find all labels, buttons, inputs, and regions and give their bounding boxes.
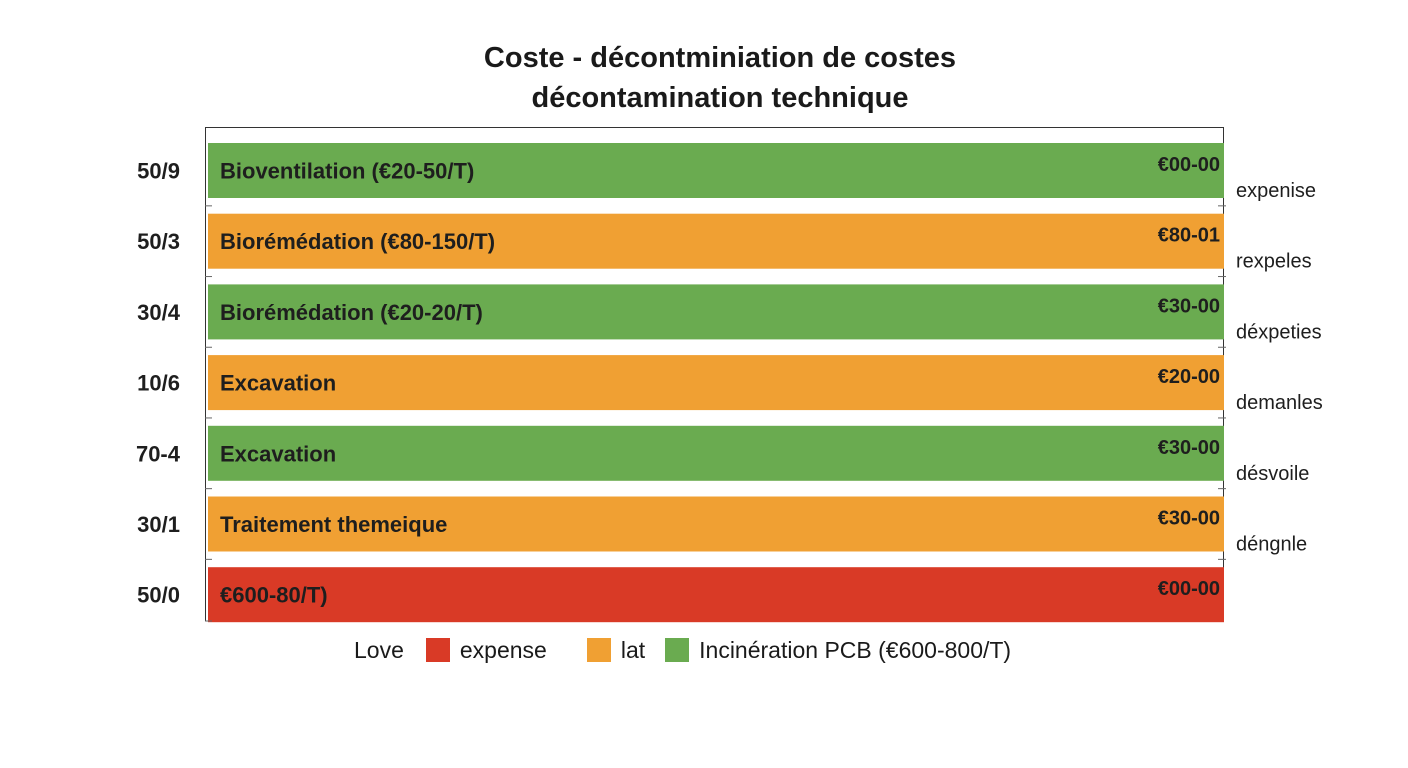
bar-label: Excavation [220, 371, 336, 396]
bar-label: €600-80/T) [220, 583, 328, 608]
row-right-label: expenise [1236, 180, 1316, 202]
row-right-label: déxpeties [1236, 321, 1322, 343]
bar [208, 355, 1224, 411]
chart-title: Coste - décontminiation de costes décont… [0, 38, 1408, 118]
bar-value-label: €30-00 [1158, 437, 1220, 459]
bar-value-label: €80-01 [1158, 225, 1220, 247]
row-left-label: 70-4 [136, 441, 181, 466]
bar-label: Biorémédation (€20-20/T) [220, 300, 483, 325]
bar-value-label: €00-00 [1158, 154, 1220, 176]
bar-value-label: €20-00 [1158, 366, 1220, 388]
legend-label: lat [620, 636, 646, 663]
legend-swatch-red [425, 638, 450, 662]
bar [208, 284, 1224, 340]
bar [208, 143, 1224, 198]
bar-label: Excavation [220, 441, 336, 466]
legend-label: Incinération PCB (€600-800/T) [699, 636, 1012, 663]
legend-intro: Love [354, 636, 404, 663]
bar [208, 496, 1224, 552]
bar [208, 425, 1224, 481]
legend-label: expense [459, 636, 547, 663]
row-left-label: 30/4 [137, 300, 181, 325]
bar-label: Biorémédation (€80-150/T) [220, 229, 495, 254]
legend-item-expense: expense [425, 636, 547, 664]
row-left-label: 30/1 [137, 512, 180, 537]
row-right-label: désvoile [1236, 463, 1309, 485]
bar-value-label: €00-00 [1158, 578, 1220, 600]
bar-value-label: €30-00 [1158, 295, 1220, 317]
bar-label: Bioventilation (€20-50/T) [220, 159, 474, 184]
row-left-label: 50/3 [137, 229, 180, 254]
bar-value-label: €30-00 [1158, 508, 1220, 530]
row-right-label: déngnle [1236, 534, 1307, 556]
legend: Love expense lat Incinération PCB (€600-… [354, 634, 1011, 666]
bar-label: Traitement themeique [220, 512, 447, 537]
row-left-label: 10/6 [137, 371, 180, 396]
bar [208, 567, 1224, 623]
chart-title-line-1: Coste - décontminiation de costes [483, 42, 957, 74]
row-left-label: 50/0 [137, 583, 180, 608]
bar [208, 213, 1224, 269]
legend-swatch-green [665, 638, 690, 662]
row-left-label: 50/9 [137, 159, 180, 184]
row-right-label: demanles [1236, 392, 1323, 414]
chart-title-line-2: décontamination technique [531, 82, 909, 114]
legend-swatch-orange [586, 638, 611, 662]
legend-item-lat: lat [586, 636, 646, 664]
row-right-label: rexpeles [1236, 251, 1312, 273]
legend-item-incineration: Incinération PCB (€600-800/T) [665, 637, 1011, 664]
